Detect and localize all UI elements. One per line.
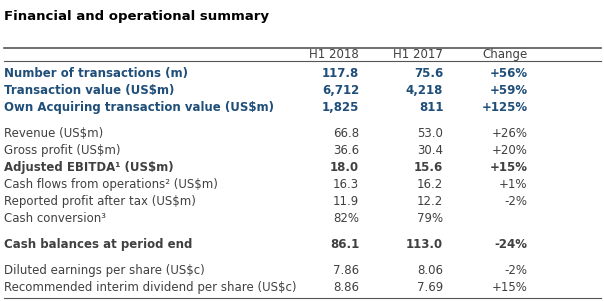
Text: -2%: -2% <box>504 264 527 277</box>
Text: Reported profit after tax (US$m): Reported profit after tax (US$m) <box>4 195 196 208</box>
Text: +125%: +125% <box>481 101 527 114</box>
Text: Financial and operational summary: Financial and operational summary <box>4 10 269 23</box>
Text: Adjusted EBITDA¹ (US$m): Adjusted EBITDA¹ (US$m) <box>4 161 174 174</box>
Text: +15%: +15% <box>489 161 527 174</box>
Text: Number of transactions (m): Number of transactions (m) <box>4 67 188 80</box>
Text: -2%: -2% <box>504 195 527 208</box>
Text: 75.6: 75.6 <box>414 67 443 80</box>
Text: 117.8: 117.8 <box>322 67 359 80</box>
Text: Cash conversion³: Cash conversion³ <box>4 213 106 225</box>
Text: Revenue (US$m): Revenue (US$m) <box>4 127 104 140</box>
Text: H1 2017: H1 2017 <box>393 48 443 61</box>
Text: 12.2: 12.2 <box>417 195 443 208</box>
Text: Cash balances at period end: Cash balances at period end <box>4 238 193 251</box>
Text: Transaction value (US$m): Transaction value (US$m) <box>4 85 175 98</box>
Text: -24%: -24% <box>495 238 527 251</box>
Text: 811: 811 <box>419 101 443 114</box>
Text: Own Acquiring transaction value (US$m): Own Acquiring transaction value (US$m) <box>4 101 274 114</box>
Text: +59%: +59% <box>489 85 527 98</box>
Text: 82%: 82% <box>333 213 359 225</box>
Text: +20%: +20% <box>492 144 527 157</box>
Text: +1%: +1% <box>499 178 527 191</box>
Text: 113.0: 113.0 <box>406 238 443 251</box>
Text: +15%: +15% <box>492 281 527 294</box>
Text: Gross profit (US$m): Gross profit (US$m) <box>4 144 121 157</box>
Text: 16.3: 16.3 <box>333 178 359 191</box>
Text: 15.6: 15.6 <box>414 161 443 174</box>
Text: 11.9: 11.9 <box>333 195 359 208</box>
Text: 7.86: 7.86 <box>333 264 359 277</box>
Text: 36.6: 36.6 <box>333 144 359 157</box>
Text: 30.4: 30.4 <box>417 144 443 157</box>
Text: 66.8: 66.8 <box>333 127 359 140</box>
Text: Change: Change <box>482 48 527 61</box>
Text: 6,712: 6,712 <box>322 85 359 98</box>
Text: 8.86: 8.86 <box>333 281 359 294</box>
Text: Recommended interim dividend per share (US$c): Recommended interim dividend per share (… <box>4 281 297 294</box>
Text: 79%: 79% <box>417 213 443 225</box>
Text: 7.69: 7.69 <box>417 281 443 294</box>
Text: 8.06: 8.06 <box>417 264 443 277</box>
Text: H1 2018: H1 2018 <box>309 48 359 61</box>
Text: 1,825: 1,825 <box>322 101 359 114</box>
Text: 16.2: 16.2 <box>417 178 443 191</box>
Text: 18.0: 18.0 <box>330 161 359 174</box>
Text: 4,218: 4,218 <box>406 85 443 98</box>
Text: +26%: +26% <box>492 127 527 140</box>
Text: Cash flows from operations² (US$m): Cash flows from operations² (US$m) <box>4 178 218 191</box>
Text: Diluted earnings per share (US$c): Diluted earnings per share (US$c) <box>4 264 205 277</box>
Text: 86.1: 86.1 <box>330 238 359 251</box>
Text: +56%: +56% <box>489 67 527 80</box>
Text: 53.0: 53.0 <box>417 127 443 140</box>
